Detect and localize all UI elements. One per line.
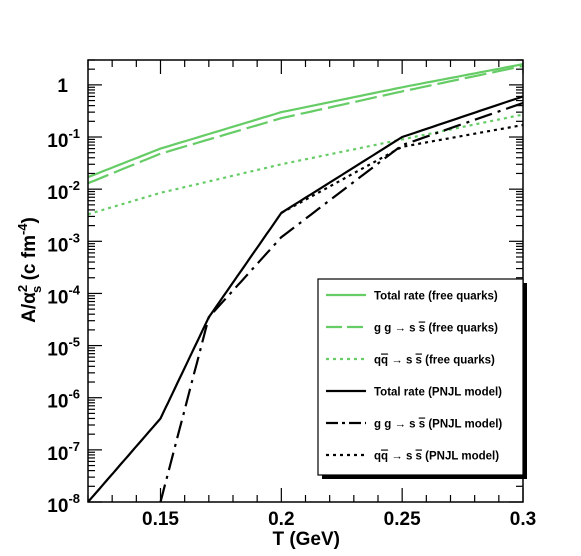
legend-label: Total rate (free quarks) [374, 291, 498, 303]
y-label-close: ) [19, 217, 40, 223]
y-tick-label: 10-3 [47, 230, 80, 256]
legend-box [317, 278, 524, 476]
legend-label: qq → s s (free quarks) [374, 355, 495, 367]
y-label-sub: s [29, 286, 44, 293]
plot-curves [88, 63, 523, 502]
series-line-1 [88, 63, 523, 179]
svg-text:A/α2s (c fm-4): A/α2s (c fm-4) [15, 217, 44, 323]
y-label-sup: 2 [15, 285, 30, 292]
x-axis-label: T (GeV) [272, 529, 340, 550]
y-tick-label: 10-8 [47, 491, 80, 517]
x-tick-label: 0.25 [384, 509, 421, 530]
y-axis-label: A/α2s (c fm-4) [15, 217, 44, 323]
y-label-alpha: α [19, 292, 40, 304]
y-tick-label: 10-4 [47, 282, 80, 308]
legend-label: Total rate (PNJL model) [374, 387, 502, 399]
series-line-5 [159, 101, 523, 502]
y-label-a: A/ [19, 303, 40, 323]
y-tick-label: 10-6 [47, 387, 80, 413]
y-label-unit-exp: -4 [15, 223, 30, 235]
series-line-3 [88, 113, 523, 216]
y-tick-label: 10-7 [47, 439, 80, 465]
y-tick-label: 1 [57, 76, 68, 97]
x-axis: 0.15 0.2 0.25 0.3 [87, 60, 536, 530]
series-line-6 [280, 123, 523, 214]
y-tick-label: 10-2 [47, 178, 80, 204]
x-tick-label: 0.2 [268, 509, 294, 530]
y-tick-label: 10-5 [47, 335, 80, 361]
legend-label: qq → s s (PNJL model) [374, 451, 499, 463]
x-tick-label: 0.3 [510, 509, 536, 530]
x-tick-label: 0.15 [142, 509, 179, 530]
y-tick-label: 10-1 [47, 126, 80, 152]
y-label-unit: (c fm [19, 235, 40, 286]
legend-label: g g → s s (free quarks) [374, 323, 498, 335]
series-line-2 [88, 64, 523, 185]
legend: Total rate (free quarks) g g → s s (free … [317, 278, 527, 479]
series-line-4 [88, 95, 523, 502]
legend-label: g g → s s (PNJL model) [374, 419, 502, 431]
